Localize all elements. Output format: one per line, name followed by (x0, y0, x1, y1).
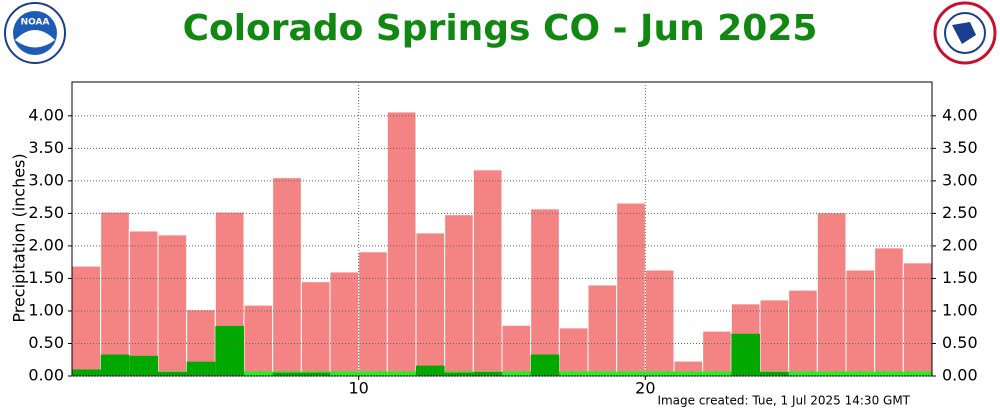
bar (530, 354, 560, 376)
bar (300, 281, 331, 377)
bar (444, 372, 474, 376)
logo-text: NOAA (21, 18, 50, 28)
bar (816, 212, 847, 377)
y-tick-label: 4.00 (28, 105, 64, 124)
bar (301, 372, 330, 376)
y-tick-label: 1.00 (28, 300, 64, 319)
bar (845, 269, 876, 377)
bar (272, 177, 302, 377)
nws-logo (933, 1, 997, 65)
y2-tick-label: 2.50 (942, 203, 978, 222)
bar (358, 251, 388, 377)
bar (100, 211, 130, 377)
bar (644, 269, 675, 377)
bar (874, 371, 904, 376)
bar (760, 372, 789, 376)
x-tick-label: 10 (348, 379, 368, 398)
bar (243, 304, 274, 377)
footer: Image created: Tue, 1 Jul 2025 14:30 GMT (657, 394, 910, 408)
bar (616, 202, 646, 377)
y2-tick-label: 3.00 (942, 170, 978, 189)
bar (530, 208, 560, 377)
bar (128, 230, 159, 377)
y2-tick-label: 0.50 (942, 333, 978, 352)
y-tick-label: 0.00 (28, 366, 64, 385)
bar (129, 355, 158, 376)
bar (244, 371, 273, 376)
y-tick-label: 2.00 (28, 235, 64, 254)
bar (788, 289, 818, 377)
y2-tick-label: 1.50 (942, 268, 978, 287)
bar (386, 111, 417, 377)
bar (444, 214, 474, 377)
grid: 0.00 0.00 0.50 0.50 1.00 1.00 1.50 1.50 2.00 2.00… (28, 82, 978, 398)
bar (702, 330, 732, 377)
bar (702, 371, 732, 376)
y2-tick-label: 1.00 (942, 300, 978, 319)
bar (473, 372, 502, 376)
logo-bird (15, 30, 55, 48)
bar (416, 365, 445, 376)
y2-tick-label: 2.00 (942, 235, 978, 254)
bar (846, 371, 875, 376)
bar (100, 354, 130, 376)
bar (558, 327, 589, 377)
bar (186, 361, 216, 376)
y-tick-label: 2.50 (28, 203, 64, 222)
bar (874, 247, 904, 377)
noaa-logo: NOAA (4, 2, 66, 64)
bar (616, 371, 646, 376)
bar (501, 324, 532, 377)
y-axis-label: Precipitation (inches) (10, 153, 29, 322)
y-tick-label: 3.50 (28, 138, 64, 157)
bar (587, 284, 618, 377)
bar (902, 262, 933, 377)
y2-tick-label: 3.50 (942, 138, 978, 157)
chart-title: Colorado Springs CO - Jun 2025 (183, 8, 818, 49)
bar (72, 369, 101, 376)
bar (387, 371, 416, 376)
bar (158, 372, 187, 376)
x-tick-label: 20 (635, 379, 655, 398)
bar (588, 371, 617, 376)
bar (645, 371, 674, 376)
bar (817, 371, 846, 376)
bar (71, 265, 102, 377)
bar (330, 371, 359, 376)
bar (215, 325, 244, 376)
bar (731, 333, 760, 376)
bar (358, 371, 388, 376)
bar (674, 371, 703, 376)
bar (559, 371, 588, 376)
y2-tick-label: 4.00 (942, 105, 978, 124)
bar (415, 232, 446, 377)
bar (903, 371, 932, 376)
y2-tick-label: 0.00 (942, 366, 978, 385)
logo-shape (952, 22, 976, 44)
y-tick-label: 3.00 (28, 170, 64, 189)
y-tick-label: 1.50 (28, 268, 64, 287)
bar (329, 271, 360, 377)
bar (759, 299, 790, 377)
y-tick-label: 0.50 (28, 333, 64, 352)
bar (157, 234, 188, 377)
bar (472, 169, 503, 377)
bar (788, 371, 818, 376)
bar (502, 371, 531, 376)
bar (272, 372, 302, 376)
